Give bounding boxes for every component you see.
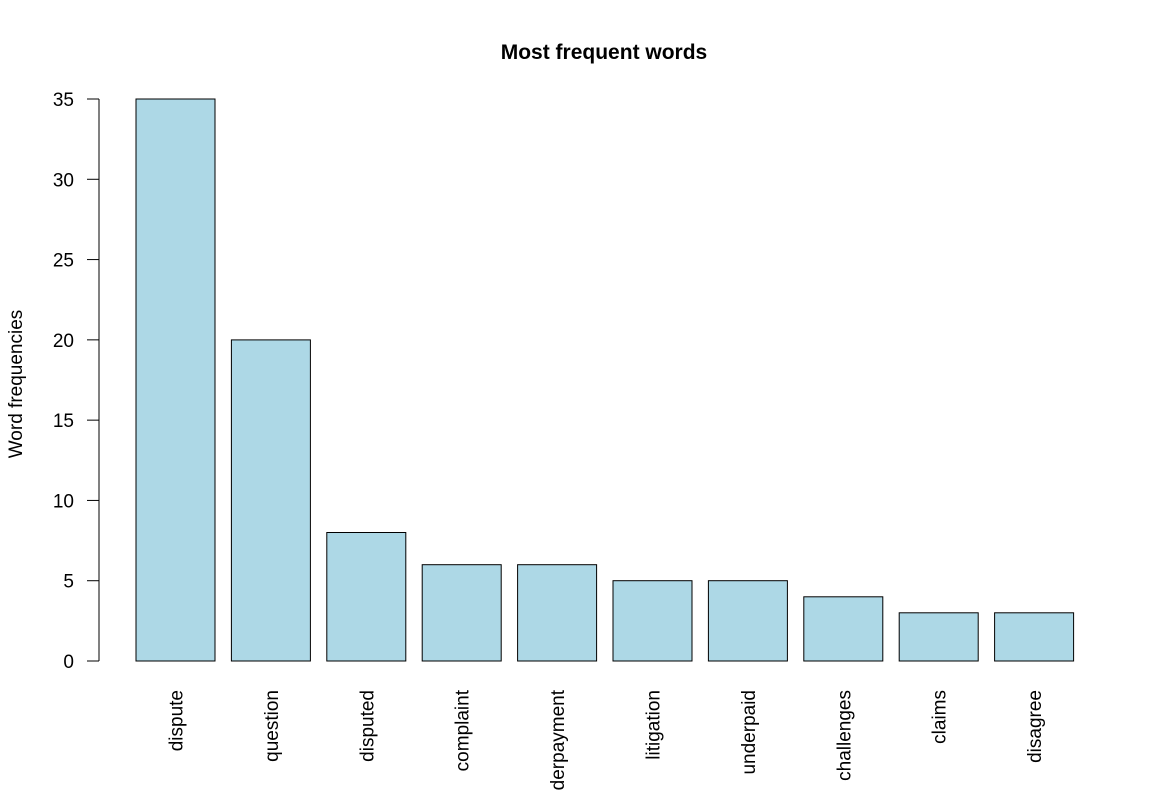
x-tick-labels: dispute question disputed complaint underpay… — [167, 689, 1047, 790]
x-tick-label-challenges: challenges — [834, 690, 855, 781]
bar-underpayment — [517, 564, 598, 662]
y-tick-label: 0 — [63, 652, 74, 673]
bar-challenges — [803, 596, 884, 662]
y-tick-label: 5 — [63, 572, 74, 593]
y-axis-label: Word frequencies — [6, 310, 27, 459]
x-tick-label-claims: claims — [930, 690, 951, 744]
x-tick-label-complaint: complaint — [453, 689, 474, 771]
y-tick-label: 35 — [53, 90, 74, 111]
bar-dispute — [135, 98, 216, 662]
x-tick-label-underpayment: underpayment — [548, 689, 569, 790]
y-tick-label: 30 — [53, 170, 74, 191]
bar-litigation — [612, 580, 693, 662]
x-tick-label-disagree: disagree — [1025, 690, 1046, 763]
bar-underpaid — [707, 580, 788, 662]
x-tick-label-litigation: litigation — [644, 690, 665, 760]
bars-group — [135, 98, 1075, 662]
bar-complaint — [421, 564, 502, 662]
x-tick-label-underpaid: underpaid — [739, 690, 760, 775]
x-tick-label-disputed: disputed — [357, 690, 378, 762]
bar-disputed — [326, 532, 407, 662]
chart-title: Most frequent words — [501, 41, 708, 64]
y-axis: 0 5 10 15 20 25 30 35 — [53, 90, 100, 673]
bar-claims — [898, 612, 979, 662]
bar-question — [230, 339, 311, 662]
y-tick-label: 20 — [53, 331, 74, 352]
x-tick-label-dispute: dispute — [167, 690, 188, 751]
bar-disagree — [994, 612, 1075, 662]
y-tick-label: 15 — [53, 411, 74, 432]
y-tick-label: 10 — [53, 491, 74, 512]
y-tick-label: 25 — [53, 251, 74, 272]
x-tick-label-question: question — [262, 690, 283, 762]
